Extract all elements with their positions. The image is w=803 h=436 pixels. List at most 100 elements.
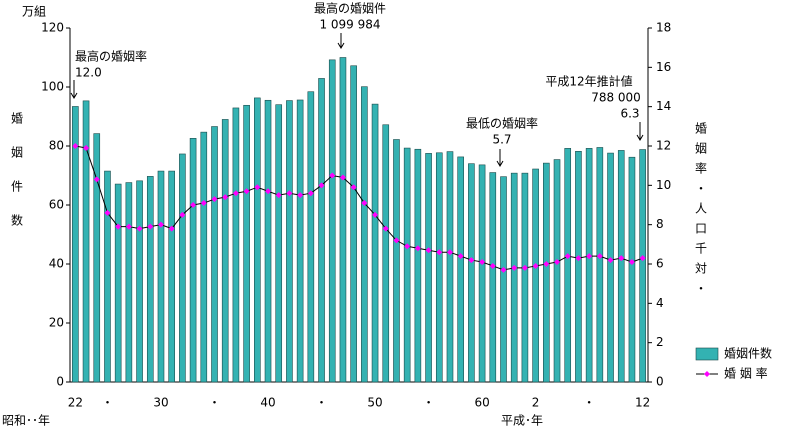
rate-marker	[318, 182, 325, 189]
rate-marker	[190, 202, 197, 208]
rate-marker	[404, 243, 411, 250]
y-tick-label: 60	[49, 198, 64, 212]
bar	[489, 172, 497, 383]
rate-marker	[489, 262, 496, 269]
y2-tick-label: 14	[656, 99, 671, 113]
annotation: 6.3	[620, 107, 639, 121]
annotation-arrow	[70, 80, 78, 99]
rate-marker	[543, 261, 550, 267]
bar	[532, 168, 539, 383]
x-tick-label: 60	[474, 396, 489, 410]
rate-marker	[564, 253, 571, 260]
x-tick-label: 22	[68, 396, 83, 410]
rate-marker	[382, 225, 389, 232]
bar	[221, 119, 229, 383]
rate-marker	[147, 223, 154, 230]
bar	[168, 170, 175, 383]
bar	[200, 131, 208, 383]
annotation: 平成12年推計値	[545, 74, 632, 89]
y-tick-label: 120	[41, 21, 64, 35]
rate-marker	[511, 264, 518, 271]
bar	[254, 97, 261, 383]
rate-marker	[596, 253, 603, 260]
x-tick-label: 40	[260, 396, 275, 410]
rate-marker	[521, 264, 528, 271]
bar	[607, 152, 614, 383]
bar	[543, 162, 550, 383]
bar	[232, 107, 240, 383]
y2-tick-label: 4	[656, 296, 664, 310]
bar	[575, 151, 582, 383]
rate-marker	[339, 174, 346, 181]
bar	[114, 183, 122, 383]
bar	[435, 152, 443, 383]
bar	[371, 103, 379, 383]
y2-tick-label: 6	[656, 257, 664, 271]
annotation: 12.0	[75, 66, 102, 80]
x-tick-label: 50	[367, 396, 382, 410]
bar	[425, 153, 432, 383]
bar	[243, 104, 250, 383]
rate-marker	[222, 194, 229, 201]
bar	[179, 153, 186, 383]
rate-marker	[639, 255, 646, 262]
annotation-arrow	[496, 149, 504, 167]
rate-marker	[275, 192, 282, 199]
legend-label: 婚姻件数	[724, 346, 772, 361]
rate-marker	[136, 225, 143, 232]
rate-marker	[297, 192, 304, 199]
x-tick-label: 30	[153, 396, 168, 410]
rate-marker	[179, 211, 186, 218]
bar	[350, 65, 357, 383]
bar	[189, 138, 197, 383]
bar	[136, 180, 143, 383]
rate-marker	[157, 221, 164, 228]
rate-marker	[329, 172, 336, 179]
bar	[553, 159, 561, 383]
x-tick-label: ・	[208, 396, 220, 410]
y2-tick-label: 2	[656, 335, 664, 349]
rate-marker	[211, 196, 218, 203]
bar	[510, 172, 518, 383]
rate-marker	[607, 257, 614, 264]
rate-marker	[372, 211, 379, 218]
rate-marker	[414, 245, 421, 252]
bar	[82, 100, 90, 383]
bar	[72, 106, 79, 383]
annotation: 1 099 984	[319, 18, 380, 32]
bar	[457, 156, 464, 383]
rate-marker	[243, 188, 250, 195]
bar	[403, 147, 411, 383]
legend-label: 婚 姻 率	[724, 366, 768, 381]
y-tick-label: 80	[49, 139, 64, 153]
era-label: 昭和･･年	[2, 414, 50, 428]
bar	[361, 86, 368, 383]
rate-marker	[361, 200, 368, 207]
bar	[617, 150, 625, 383]
x-tick-label: ・	[583, 396, 595, 410]
y2-tick-label: 16	[656, 60, 671, 74]
bar	[414, 148, 422, 383]
annotation-arrow	[636, 122, 644, 141]
rate-marker	[436, 249, 443, 256]
bar	[328, 59, 336, 383]
rate-marker	[104, 209, 111, 216]
bar	[125, 182, 133, 383]
era-label: 平成･年	[501, 414, 543, 428]
annotation: 最高の婚姻率	[75, 49, 147, 64]
bar	[393, 139, 400, 383]
bar	[446, 151, 454, 383]
rate-marker	[457, 253, 464, 260]
x-tick-label: 12	[635, 396, 650, 410]
rate-marker	[446, 249, 453, 256]
y2-tick-label: 0	[656, 375, 664, 389]
y2-axis-label: 婚姻率・人口千対・	[694, 122, 708, 302]
rate-marker	[286, 190, 293, 197]
annotation-arrow	[337, 33, 345, 49]
legend-marker	[704, 371, 710, 377]
y-unit: 万組	[22, 5, 46, 19]
rate-marker	[307, 190, 314, 197]
bar	[585, 148, 593, 383]
rate-marker	[554, 259, 561, 266]
